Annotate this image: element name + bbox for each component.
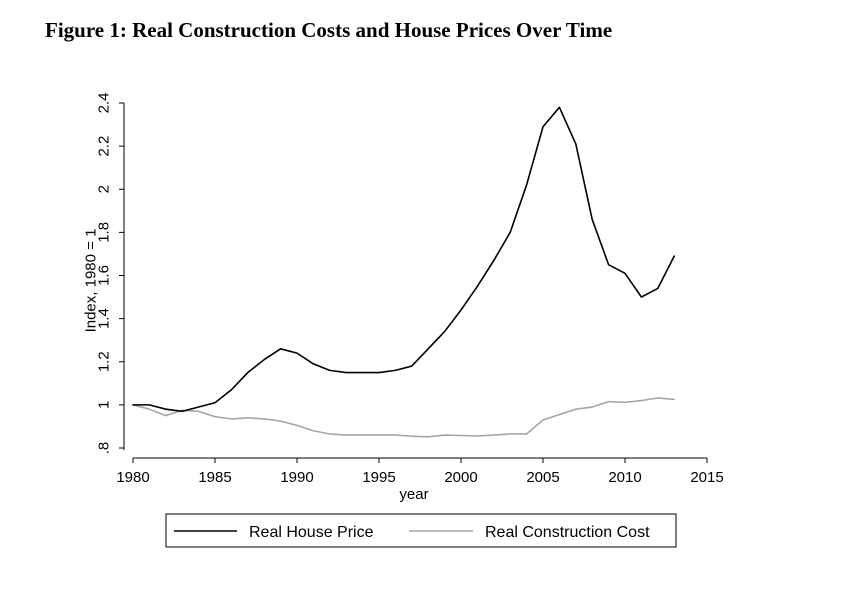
legend-label-1: Real House Price <box>249 524 374 541</box>
y-tick-label: 1.6 <box>96 265 113 286</box>
y-tick-label: 2.2 <box>96 136 113 157</box>
x-tick-label: 1980 <box>116 469 149 486</box>
y-tick-label: 1.4 <box>96 308 113 329</box>
y-tick-label: 1.2 <box>96 351 113 372</box>
axes: .8 1 1.2 1.4 1.6 1.8 2 2.2 2.4 1980 1985 1990 1995 20… <box>83 93 724 503</box>
y-tick-label: 2.4 <box>96 93 113 114</box>
series-line-2 <box>132 397 676 438</box>
x-tick-label: 2000 <box>444 469 477 486</box>
figure-title: Figure 1: Real Construction Costs and Ho… <box>45 18 613 42</box>
y-tick-label: 1.8 <box>96 222 113 243</box>
series-line-1 <box>132 106 676 413</box>
x-tick-label: 2015 <box>690 469 723 486</box>
x-tick-label: 1990 <box>280 469 313 486</box>
y-tick-label: .8 <box>96 442 113 455</box>
y-tick-label: 2 <box>96 185 113 193</box>
y-tick-label: 1 <box>96 401 113 409</box>
x-tick-label: 1995 <box>362 469 395 486</box>
x-axis-title: year <box>399 486 428 503</box>
x-tick-label: 1985 <box>198 469 231 486</box>
legend-label-2: Real Construction Cost <box>485 524 650 541</box>
legend: Real House Price Real Construction Cost <box>165 513 677 548</box>
x-tick-label: 2010 <box>608 469 641 486</box>
series-layer <box>132 106 676 438</box>
x-tick-label: 2005 <box>526 469 559 486</box>
y-axis-title: Index, 1980 = 1 <box>83 229 100 333</box>
